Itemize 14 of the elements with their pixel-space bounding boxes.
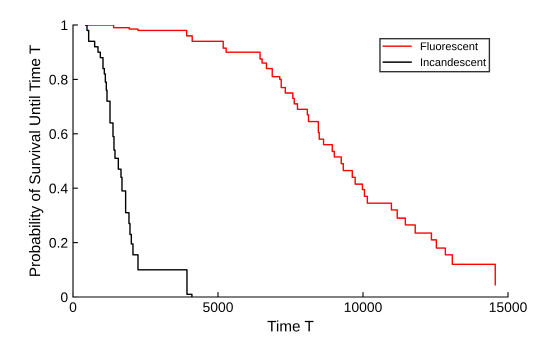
y-tick-label: 0 — [60, 292, 68, 302]
x-axis-title: Time T — [268, 320, 314, 332]
y-tick-label: 1 — [61, 20, 68, 30]
x-tick-label: 5000 — [203, 302, 233, 312]
y-tick-label: 0.4 — [49, 184, 68, 194]
y-tick-label: 0.6 — [49, 129, 68, 139]
y-axis-title: Probability of Survival Until Time T — [29, 45, 44, 276]
legend-label: Fluorescent — [420, 42, 478, 50]
x-tick-label: 15000 — [490, 302, 527, 312]
x-tick-label: 10000 — [344, 302, 382, 312]
x-tick-label: 0 — [70, 302, 76, 312]
y-tick-label: 0.8 — [49, 74, 68, 85]
y-tick-label: 0.2 — [49, 238, 68, 248]
legend-label: Incandescent — [420, 58, 486, 66]
